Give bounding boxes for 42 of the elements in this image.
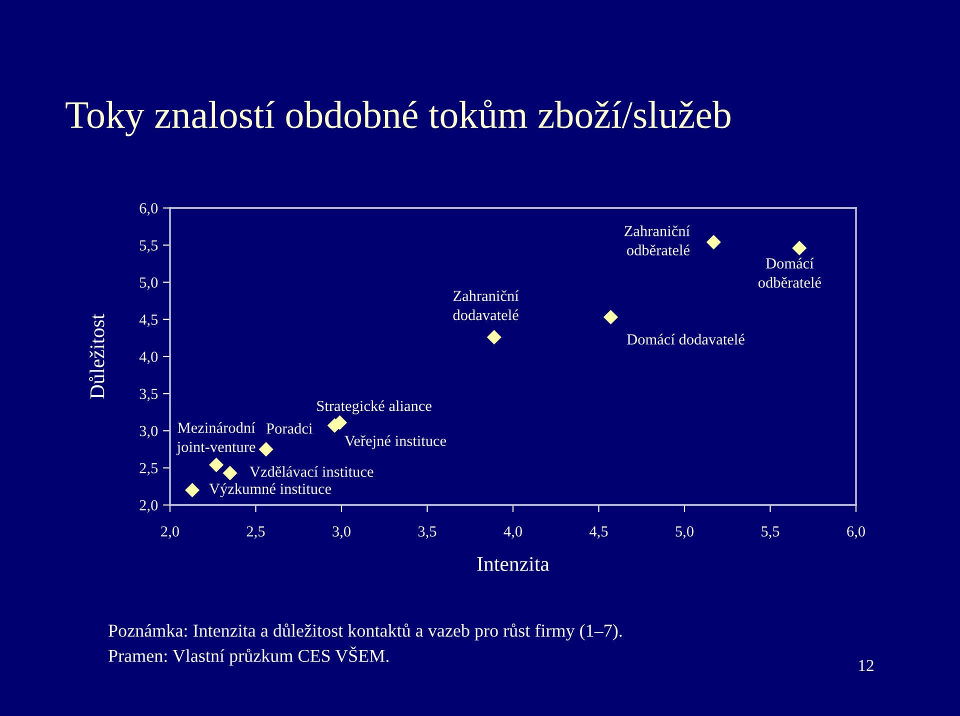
x-tick-label: 4,0 <box>504 526 522 539</box>
annotation: Mezinárodní joint-venture <box>176 422 256 456</box>
point <box>603 310 618 324</box>
x-tick-label: 5,5 <box>762 526 780 539</box>
text: Pramen: Vlastní průzkum CES VŠEM. <box>108 646 389 666</box>
x-tick-label: 2,0 <box>161 526 179 539</box>
y-tick-label: 2,5 <box>140 463 158 476</box>
y-tick-label: 4,0 <box>139 352 158 364</box>
x-tick-label: 3,5 <box>418 526 436 539</box>
point <box>258 442 274 457</box>
point <box>792 240 807 256</box>
x-tick-label: 5,0 <box>676 526 694 539</box>
y-axis-title: Důležitost <box>89 314 104 399</box>
annotation: Domácí odběratelé <box>758 258 821 288</box>
y-tick-label: 6,0 <box>140 203 158 216</box>
point <box>222 466 238 480</box>
annotation: Výzkumné instituce <box>209 483 332 498</box>
annotation: Poradci <box>266 422 312 434</box>
point <box>209 458 224 472</box>
x-tick-label: 2,5 <box>246 526 265 539</box>
annotation: Strategické aliance <box>317 400 432 414</box>
text: 12 <box>859 660 874 672</box>
point <box>486 330 502 344</box>
y-tick-label: 5,0 <box>140 277 158 290</box>
y-tick-label: 3,5 <box>140 388 158 402</box>
text: Poznámka: Intenzita a důležitost kontaktů a vazeb pro růst firmy (1–7). <box>108 624 622 640</box>
y-tick-label: 4,5 <box>139 314 158 328</box>
chart-title: Toky znalostí obdobné tokům zboží/služeb <box>66 100 730 136</box>
x-tick-label: 6,0 <box>847 526 865 539</box>
point <box>185 482 200 498</box>
x-axis-title: Intenzita <box>477 557 550 572</box>
point <box>706 234 721 250</box>
y-tick-label: 5,5 <box>140 240 158 253</box>
annotation: Vzdělávací instituce <box>250 466 374 477</box>
annotation: Veřejné instituce <box>344 435 446 450</box>
y-tick-label: 2,0 <box>140 500 158 513</box>
x-tick-label: 3,0 <box>332 526 350 539</box>
y-tick-label: 3,0 <box>140 426 158 438</box>
annotation: Zahraniční dodavatelé <box>453 290 519 320</box>
annotation: Zahraniční odběratelé <box>624 225 690 256</box>
x-tick-label: 4,5 <box>590 526 608 539</box>
annotation: Domácí dodavatelé <box>627 334 744 345</box>
